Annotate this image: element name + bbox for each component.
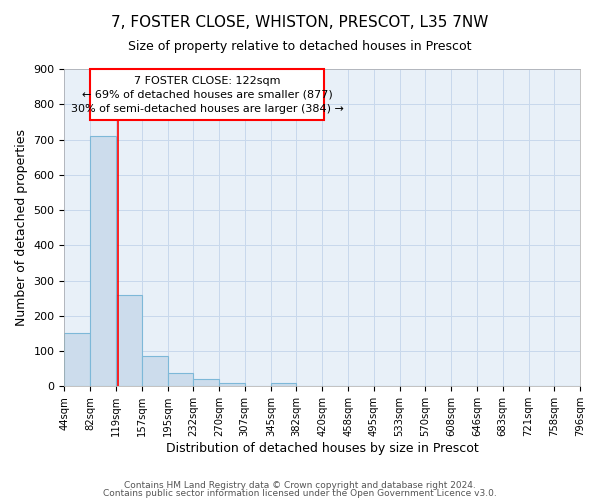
Bar: [91, 136, 116, 386]
Text: Contains public sector information licensed under the Open Government Licence v3: Contains public sector information licen…: [103, 489, 497, 498]
Text: Size of property relative to detached houses in Prescot: Size of property relative to detached ho…: [128, 40, 472, 53]
Text: Contains HM Land Registry data © Crown copyright and database right 2024.: Contains HM Land Registry data © Crown c…: [124, 480, 476, 490]
Bar: [142, 356, 168, 386]
Bar: [168, 373, 193, 386]
Bar: [220, 383, 245, 386]
Bar: [116, 294, 142, 386]
FancyBboxPatch shape: [91, 69, 323, 120]
Bar: [64, 334, 91, 386]
Bar: [193, 378, 220, 386]
Bar: [271, 383, 296, 386]
X-axis label: Distribution of detached houses by size in Prescot: Distribution of detached houses by size …: [166, 442, 479, 455]
Text: 7 FOSTER CLOSE: 122sqm
← 69% of detached houses are smaller (877)
30% of semi-de: 7 FOSTER CLOSE: 122sqm ← 69% of detached…: [71, 76, 343, 114]
Text: 7, FOSTER CLOSE, WHISTON, PRESCOT, L35 7NW: 7, FOSTER CLOSE, WHISTON, PRESCOT, L35 7…: [112, 15, 488, 30]
Y-axis label: Number of detached properties: Number of detached properties: [15, 129, 28, 326]
